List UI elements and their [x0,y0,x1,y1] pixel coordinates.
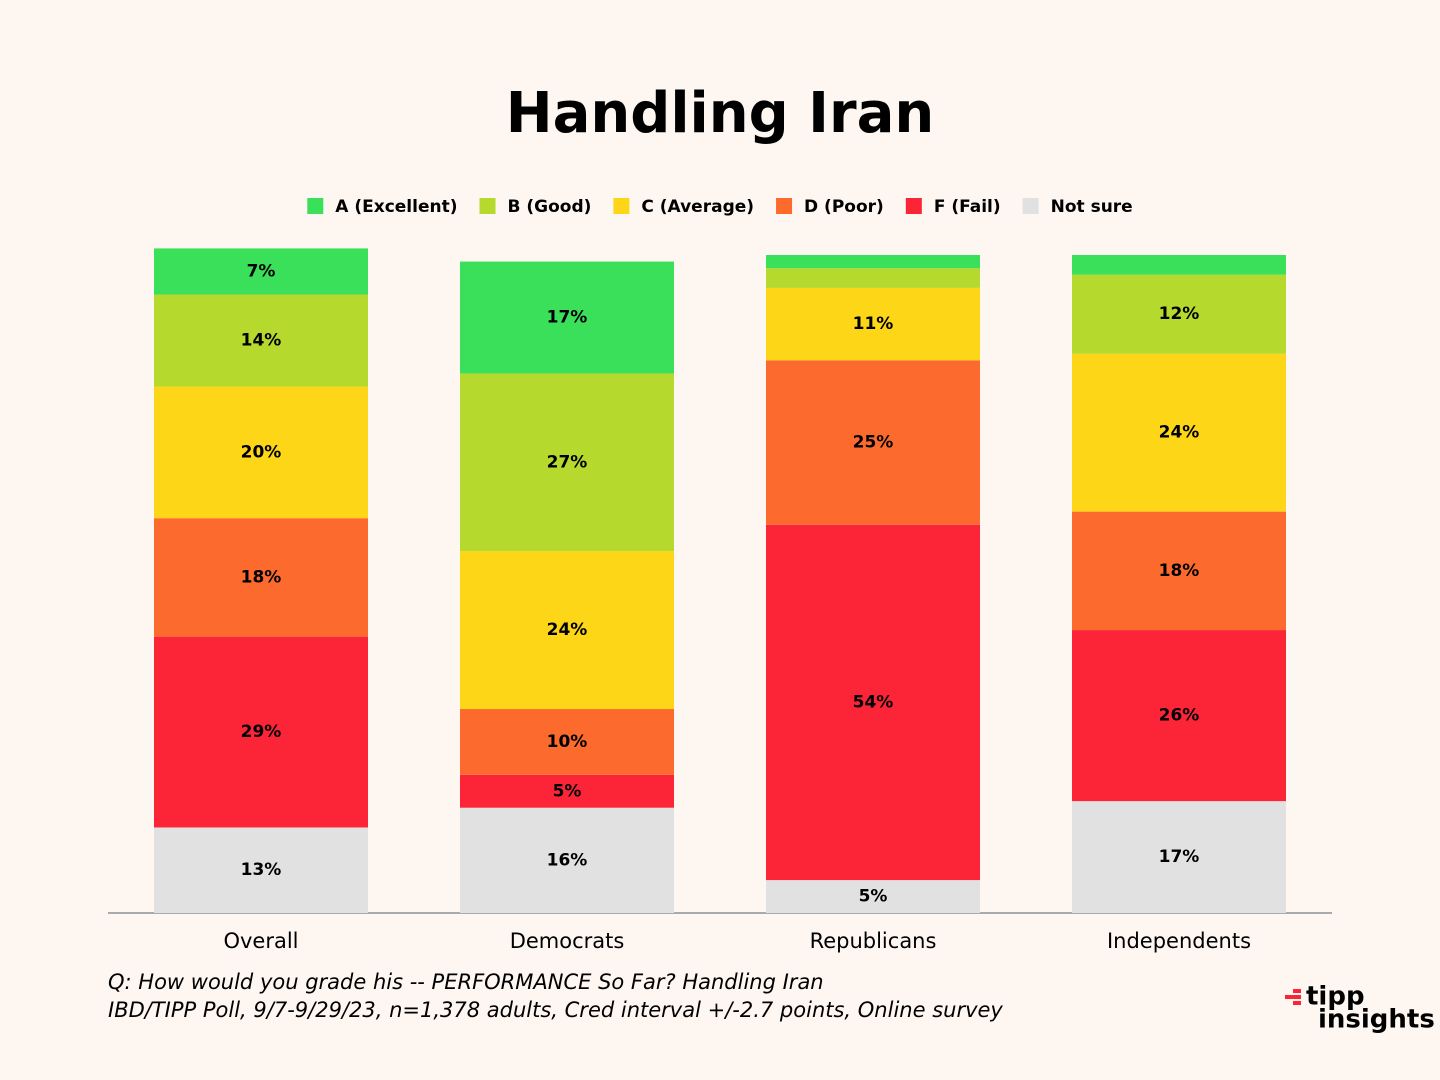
legend-swatch [776,198,793,214]
x-tick-label: Overall [223,929,298,953]
data-label: 27% [547,452,588,472]
data-label: 12% [1159,304,1200,324]
bar-segment [1072,353,1286,512]
x-tick-label: Republicans [810,929,937,953]
logo-mark [1293,989,1301,993]
logo-mark [1285,995,1301,999]
legend-label: A (Excellent) [335,197,457,217]
legend-swatch [307,198,324,214]
logo-mark [1293,1001,1301,1005]
bar-segment [154,636,368,828]
bar-segment [460,373,674,552]
logo-text: tipp [1306,982,1365,1012]
data-label: 14% [241,331,282,351]
bar-segment [154,248,368,295]
bar-segment [766,255,980,269]
x-tick-label: Democrats [510,929,625,953]
legend-label: Not sure [1051,197,1133,217]
bar-segment [766,880,980,913]
bar-segment [460,709,674,775]
data-label: 13% [241,860,282,880]
bar-segment [766,287,980,361]
bar-segment [154,386,368,519]
legend-label: B (Good) [507,197,591,217]
bar-segment [766,360,980,525]
legend-swatch [479,198,496,214]
note: IBD/TIPP Poll, 9/7-9/29/23, n=1,378 adul… [108,998,1003,1022]
legend-swatch [1022,198,1039,214]
data-label: 18% [1159,561,1200,581]
bar-segment [460,774,674,808]
bar-segment [154,518,368,637]
legend-label: F (Fail) [934,197,1001,217]
data-label: 17% [547,308,588,328]
bar-segment [460,261,674,374]
data-label: 29% [241,722,282,742]
bar-segment [1072,511,1286,631]
bar-segment [154,827,368,913]
bar-segment [1072,255,1286,275]
bar-segment [1072,801,1286,913]
legend-swatch [613,198,630,214]
data-label: 24% [547,620,588,640]
data-label: 10% [547,732,588,752]
bar-segment [766,268,980,288]
bar-segment [460,807,674,913]
legend-label: C (Average) [641,197,754,217]
data-label: 25% [853,433,894,453]
data-label: 18% [241,567,282,587]
data-label: 11% [853,314,894,334]
bar-segment [460,551,674,710]
data-label: 24% [1159,423,1200,443]
data-label: 17% [1159,847,1200,867]
data-label: 16% [547,850,588,870]
note: Q: How would you grade his -- PERFORMANC… [108,970,824,994]
data-label: 54% [853,692,894,712]
logo-text: insights [1318,1005,1435,1035]
bar-segment [154,294,368,387]
legend-swatch [905,198,922,214]
bar-segment [1072,274,1286,354]
legend-label: D (Poor) [804,197,884,217]
data-label: 5% [553,781,582,801]
logo: tipp insights [1285,982,1435,1035]
data-label: 7% [247,261,276,281]
chart-title: Handling Iran [506,81,935,146]
data-label: 5% [859,887,888,907]
data-label: 20% [241,442,282,462]
data-label: 26% [1159,706,1200,726]
bar-segment [766,524,980,881]
bar-segment [1072,630,1286,802]
x-tick-label: Independents [1107,929,1251,953]
